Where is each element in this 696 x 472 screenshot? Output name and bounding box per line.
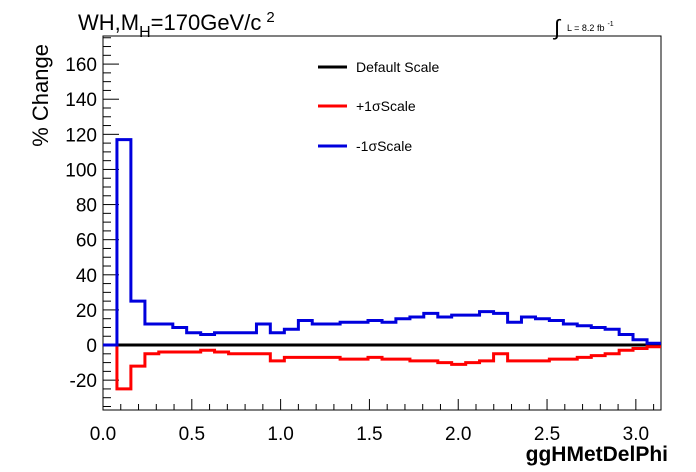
y-tick-label: 0	[86, 336, 97, 357]
title-sup: 2	[266, 9, 274, 26]
x-tick-label: 0.0	[90, 424, 116, 445]
title-main: WH,M	[78, 10, 139, 35]
y-tick-label: 80	[76, 196, 97, 217]
series-line-2	[103, 138, 661, 347]
y-tick-label: 40	[76, 266, 97, 287]
x-axis-label: ggHMetDelPhi	[526, 443, 668, 466]
y-axis-label: % Change	[28, 44, 53, 147]
y-tick-label: -20	[70, 371, 97, 392]
integral-sign: ∫	[552, 15, 562, 40]
series-group	[103, 138, 661, 391]
x-tick-label: 2.5	[534, 424, 560, 445]
y-tick-label: 20	[76, 301, 97, 322]
y-axis: -20 0 20 40 60 80 100 120 140 160	[65, 37, 119, 407]
title-sub: H	[139, 24, 151, 41]
plot-frame	[102, 35, 662, 411]
x-tick-label: 2.0	[445, 424, 471, 445]
lumi-text: L = 8.2 fb	[567, 23, 604, 33]
x-tick-label: 1.5	[356, 424, 382, 445]
title-rest: =170GeV/c	[151, 10, 262, 35]
legend-label: +1σScale	[356, 98, 416, 114]
legend-label: Default Scale	[356, 59, 439, 75]
series-line-1	[103, 343, 661, 391]
lumi-label: L = 8.2 fb -1	[567, 21, 614, 33]
legend: Default Scale +1σScale -1σScale	[318, 59, 439, 154]
x-axis: 0.0 0.5 1.0 1.5 2.0 2.5 3.0	[90, 399, 655, 445]
y-tick-label: 60	[76, 231, 97, 252]
x-tick-label: 0.5	[179, 424, 205, 445]
y-tick-label: 100	[65, 160, 97, 181]
x-tick-label: 1.0	[267, 424, 293, 445]
y-tick-label: 160	[65, 55, 97, 76]
y-tick-label: 140	[65, 90, 97, 111]
y-tick-label: 120	[65, 125, 97, 146]
lumi-sup: -1	[607, 21, 613, 28]
chart-title: WH,MH=170GeV/c 2	[78, 9, 275, 41]
x-tick-label: 3.0	[623, 424, 649, 445]
legend-label: -1σScale	[356, 138, 412, 154]
